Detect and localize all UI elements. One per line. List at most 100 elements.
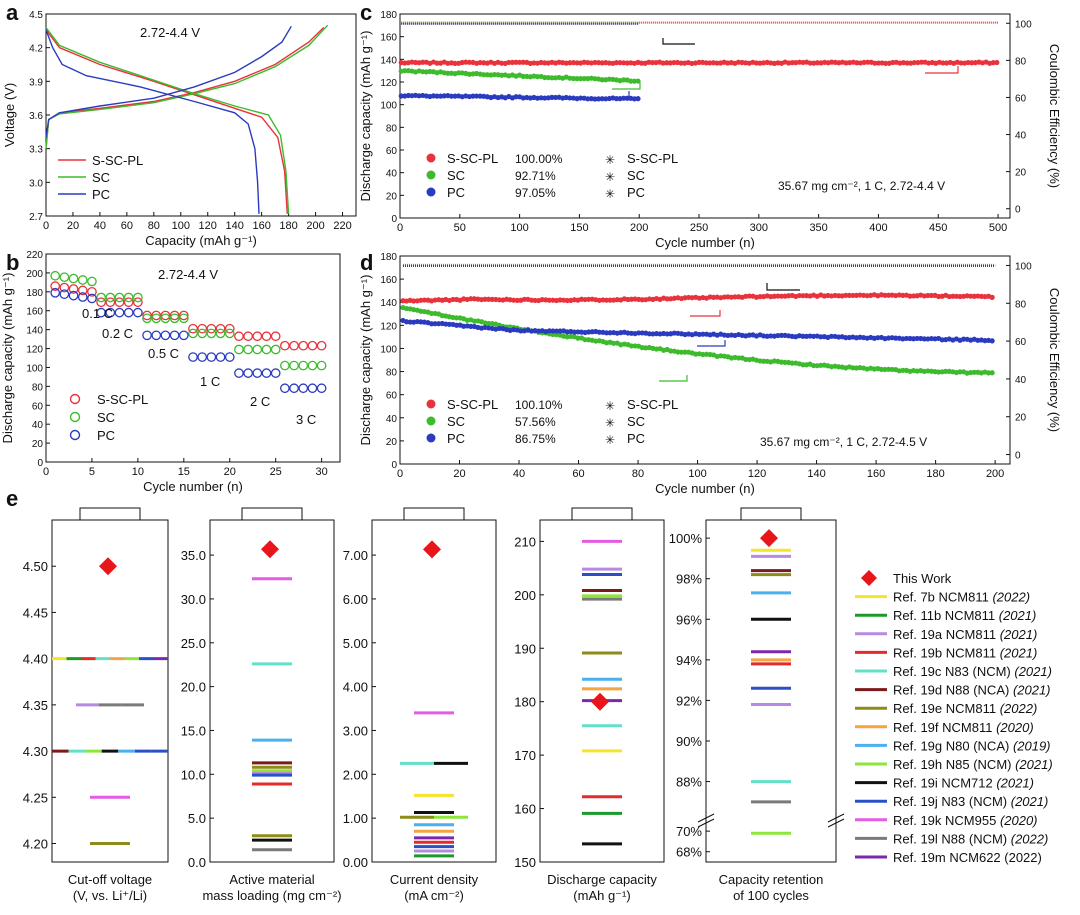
x-tick-label: 30 bbox=[316, 466, 328, 478]
y-tick-label: 140 bbox=[380, 298, 397, 309]
cap-point-SC bbox=[736, 355, 742, 361]
cap-point-PC bbox=[613, 96, 620, 102]
legend-label: Ref. 19m NCM622 (2022) bbox=[893, 850, 1042, 865]
y2-tick-label: 60 bbox=[1015, 93, 1027, 104]
y-tick-label: 140 bbox=[26, 326, 43, 337]
y-tick-label: 68% bbox=[676, 845, 702, 860]
legend-year: (2020) bbox=[996, 720, 1034, 735]
point-S-SC-PL bbox=[96, 297, 106, 308]
y-tick-label: 200 bbox=[26, 269, 43, 280]
legend-label-S-SC-PL: S-SC-PL bbox=[447, 397, 498, 412]
y-tick-label: 200 bbox=[514, 588, 536, 603]
point-S-SC-PL bbox=[206, 323, 217, 334]
point-PC bbox=[133, 307, 143, 318]
y-tick-label: 210 bbox=[514, 534, 536, 549]
legend-label-PC: PC bbox=[447, 431, 465, 446]
y-tick-label: 7.00 bbox=[343, 548, 368, 563]
cap-point-SC bbox=[578, 76, 584, 82]
cap-point-S-SC-PL bbox=[696, 59, 702, 65]
x-tick-label: 25 bbox=[270, 466, 282, 478]
legend-ce-label-S-SC-PL: S-SC-PL bbox=[627, 151, 678, 166]
legend-label: Ref. 19a NCM811 (2021) bbox=[893, 627, 1037, 642]
x-tick-label: 20 bbox=[453, 468, 465, 480]
cap-point-S-SC-PL bbox=[714, 60, 720, 66]
x-tick-label: 0 bbox=[43, 220, 49, 232]
cap-point-PC bbox=[635, 96, 641, 102]
point-PC bbox=[307, 383, 318, 394]
y-tick-label: 20 bbox=[386, 437, 398, 448]
arrow-sc bbox=[659, 375, 688, 382]
cap-point-SC bbox=[599, 77, 605, 83]
point-PC bbox=[298, 383, 309, 394]
y-tick-label: 180 bbox=[380, 252, 397, 263]
legend-label: Ref. 19l N88 (NCM) (2022) bbox=[893, 831, 1048, 846]
cap-point-PC bbox=[700, 331, 706, 337]
point-S-SC-PL bbox=[178, 310, 189, 321]
legend-label-PC: PC bbox=[447, 185, 465, 200]
y2-axis-label: Coulombic Efficiency (%) bbox=[1047, 288, 1062, 432]
strip-title: (V, vs. Li⁺/Li) bbox=[73, 888, 147, 903]
cap-point-S-SC-PL bbox=[994, 59, 1000, 66]
strip-3: 0.00 1.00 2.00 3.00 4.00 5.00 6.00 7.00 Current … bbox=[343, 507, 497, 903]
strip-title: Discharge capacity bbox=[547, 872, 657, 887]
x-tick-label: 200 bbox=[630, 222, 648, 234]
strip-title: (mAh g⁻¹) bbox=[573, 888, 630, 903]
cap-point-S-SC-PL bbox=[757, 294, 763, 300]
strip-frame bbox=[371, 519, 497, 863]
legend-marker-PC bbox=[426, 433, 436, 443]
y-tick-label: 4.2 bbox=[29, 44, 43, 55]
point-S-SC-PL bbox=[289, 340, 299, 351]
y2-tick-label: 60 bbox=[1015, 337, 1027, 348]
point-SC bbox=[68, 273, 79, 284]
point-S-SC-PL bbox=[77, 285, 88, 296]
point-SC bbox=[50, 270, 61, 281]
panel-c: 0 50 100 150 200 250 300 350 400 450 5000204060801… bbox=[358, 10, 1062, 250]
point-PC bbox=[316, 383, 327, 394]
legend-label: Ref. 19c N83 (NCM) (2021) bbox=[893, 664, 1052, 679]
legend-year: (2022) bbox=[1000, 701, 1038, 716]
legend-marker-PC bbox=[426, 187, 436, 197]
y-axis-label: Discharge capacity (mAh g⁻¹) bbox=[0, 273, 15, 444]
cap-point-S-SC-PL bbox=[911, 59, 917, 66]
y2-axis-label: Coulombic Efficiency (%) bbox=[1047, 44, 1062, 188]
x-axis-label: Cycle number (n) bbox=[655, 481, 755, 496]
legend-label-S-SC-PL: S-SC-PL bbox=[447, 151, 498, 166]
y-tick-label: 120 bbox=[380, 78, 397, 89]
strip-title: Capacity retention bbox=[719, 872, 824, 887]
point-S-SC-PL bbox=[105, 297, 116, 308]
x-axis-label: Cycle number (n) bbox=[143, 479, 243, 494]
y-tick-label: 15.0 bbox=[181, 723, 206, 738]
plot-frame bbox=[399, 13, 1011, 219]
y-tick-label: 4.35 bbox=[23, 698, 48, 713]
legend-label-PC: PC bbox=[97, 428, 115, 443]
point-PC bbox=[151, 330, 162, 341]
x-tick-label: 180 bbox=[279, 220, 297, 232]
y2-tick-label: 20 bbox=[1015, 413, 1027, 424]
y-tick-label: 80 bbox=[32, 382, 44, 393]
y-tick-label: 5.00 bbox=[343, 636, 368, 651]
cap-point-S-SC-PL bbox=[513, 59, 519, 65]
arrow-sscpl bbox=[925, 66, 959, 74]
cap-point-S-SC-PL bbox=[865, 59, 871, 65]
legend-marker-S-SC-PL bbox=[426, 399, 436, 409]
x-tick-label: 100 bbox=[172, 220, 190, 232]
cap-point-S-SC-PL bbox=[882, 292, 888, 298]
strip-4: 150 160 170 180 190 200 210 Discharge capacity(… bbox=[514, 507, 665, 903]
point-PC bbox=[160, 330, 171, 341]
y-tick-label: 190 bbox=[514, 641, 536, 656]
x-tick-label: 180 bbox=[926, 468, 944, 480]
panel-e: 4.20 4.25 4.30 4.35 4.40 4.45 4.50 Cut-off volt… bbox=[23, 507, 1053, 903]
strip-title: Current density bbox=[390, 872, 479, 887]
plot-frame bbox=[45, 253, 341, 463]
point-PC bbox=[87, 293, 97, 304]
x-tick-label: 20 bbox=[224, 466, 236, 478]
x-tick-label: 15 bbox=[178, 466, 190, 478]
retention-SC: 92.71% bbox=[515, 169, 556, 183]
legend-label-SC: SC bbox=[447, 168, 465, 183]
panel-letter-b: b bbox=[6, 250, 19, 275]
strip-cap bbox=[740, 507, 802, 520]
arrow-pc bbox=[697, 340, 726, 347]
x-tick-label: 300 bbox=[750, 222, 768, 234]
point-SC bbox=[87, 276, 97, 287]
point-SC bbox=[133, 292, 143, 303]
